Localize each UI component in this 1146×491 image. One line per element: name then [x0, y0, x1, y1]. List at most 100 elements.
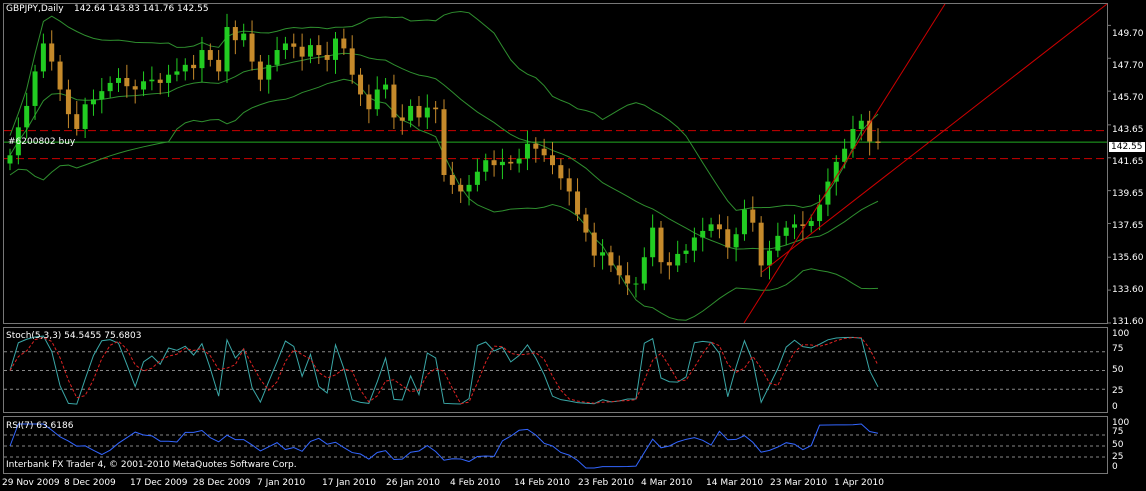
- bollinger-middle: [9, 52, 879, 250]
- candle-body: [15, 127, 21, 156]
- candle-body: [124, 77, 130, 87]
- candle-body: [257, 61, 263, 80]
- candle-body: [808, 221, 814, 226]
- candle-body: [541, 148, 547, 156]
- candle-body: [90, 99, 96, 105]
- x-tick-label: 23 Feb 2010: [578, 478, 635, 488]
- candle-body: [716, 224, 722, 230]
- candle-body: [650, 227, 656, 258]
- trendline: [743, 3, 946, 324]
- y-tick-label: 133.60: [1112, 285, 1144, 295]
- bollinger-upper: [9, 11, 879, 211]
- stoch-level-label: 0: [1112, 402, 1118, 412]
- y-tick-label: 147.70: [1112, 61, 1144, 71]
- candle-body: [533, 143, 539, 149]
- candle-body: [99, 91, 105, 100]
- candle-body: [750, 209, 756, 223]
- y-tick-label: 137.65: [1112, 221, 1144, 231]
- candle-body: [65, 89, 71, 115]
- candle-body: [600, 252, 606, 256]
- ohlc-readout: 142.64 143.83 141.76 142.55: [74, 4, 209, 14]
- candle-body: [349, 48, 355, 75]
- candle-body: [591, 232, 597, 256]
- y-tick-label: 141.65: [1112, 157, 1144, 167]
- candle-body: [733, 234, 739, 248]
- candle-body: [800, 224, 806, 226]
- candle-body: [107, 82, 113, 92]
- candle-body: [307, 45, 313, 57]
- candle-body: [550, 155, 555, 166]
- candle-body: [391, 84, 397, 118]
- candle-body: [324, 54, 330, 60]
- rsi-level-label: 75: [1112, 427, 1124, 437]
- candle-body: [249, 33, 255, 62]
- candle-body: [449, 175, 455, 185]
- candle-body: [633, 283, 639, 285]
- candle-body: [792, 224, 798, 228]
- candle-body: [850, 128, 856, 149]
- rsi-plot: [4, 423, 1107, 469]
- candle-body: [241, 33, 247, 41]
- candle-body: [491, 160, 497, 166]
- candle-body: [658, 227, 664, 263]
- candle-body: [625, 275, 631, 284]
- candle-body: [116, 77, 121, 83]
- candle-body: [875, 141, 881, 143]
- candle-body: [274, 50, 280, 65]
- candle-body: [641, 257, 647, 284]
- candle-body: [7, 155, 13, 164]
- main-panel: [3, 3, 1108, 324]
- candle-body: [358, 74, 364, 95]
- candle-body: [166, 74, 172, 83]
- stoch-level-label: 25: [1112, 386, 1124, 396]
- x-tick-label: 26 Jan 2010: [386, 478, 440, 488]
- x-tick-label: 14 Mar 2010: [706, 478, 764, 488]
- candle-body: [608, 252, 614, 266]
- candle-body: [691, 237, 697, 251]
- candle-body: [149, 79, 155, 82]
- y-tick-label: 131.60: [1112, 317, 1144, 327]
- candle-body: [708, 224, 714, 231]
- candle-body: [207, 50, 213, 60]
- stoch-level-label: 50: [1112, 365, 1124, 375]
- candle-body: [224, 27, 230, 72]
- candle-body: [675, 253, 681, 266]
- candle-body: [341, 38, 347, 49]
- candle-body: [483, 160, 489, 172]
- symbol-label: GBPJPY,Daily: [6, 4, 64, 14]
- rsi-level-label: 25: [1112, 452, 1124, 462]
- x-tick-label: 28 Dec 2009: [193, 478, 251, 488]
- candle-body: [132, 86, 138, 90]
- candle-body: [424, 107, 430, 118]
- candle-body: [842, 148, 848, 162]
- candle-body: [232, 27, 238, 41]
- candle-body: [466, 184, 472, 192]
- candle-body: [833, 161, 839, 182]
- y-tick-label: 143.65: [1112, 125, 1144, 135]
- candle-body: [558, 165, 564, 179]
- candle-body: [24, 105, 30, 128]
- candle-body: [416, 105, 422, 118]
- candle-body: [74, 114, 80, 129]
- x-tick-label: 4 Feb 2010: [450, 478, 501, 488]
- y-tick-label: 145.70: [1112, 93, 1144, 103]
- candle-body: [817, 204, 823, 222]
- candle-body: [383, 84, 389, 90]
- candle-body: [191, 64, 197, 69]
- current-price-tag: 142.55: [1109, 142, 1145, 152]
- rsi-line: [9, 423, 879, 469]
- candle-body: [758, 222, 764, 266]
- stoch-panel: [3, 327, 1108, 413]
- candle-body: [333, 38, 338, 60]
- candle-body: [316, 45, 322, 55]
- stoch-plot: [4, 335, 1107, 405]
- stoch-signal-line: [9, 336, 879, 405]
- candle-body: [433, 107, 439, 110]
- candle-body: [516, 158, 522, 164]
- candle-body: [683, 250, 689, 254]
- stoch-label: Stoch(5,3,3) 54.5455 75.6803: [6, 331, 142, 341]
- candle-body: [666, 262, 672, 266]
- candle-body: [524, 143, 530, 159]
- candle-body: [408, 105, 414, 121]
- candle-body: [399, 117, 405, 121]
